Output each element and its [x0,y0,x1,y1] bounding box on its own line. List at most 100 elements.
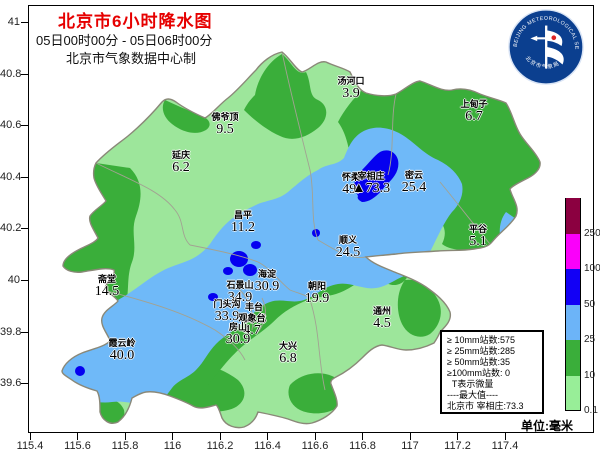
lon-tick-label: 115.6 [64,440,91,452]
rain-zone-50-100mm [75,150,399,376]
lat-tick-label: 39.6 [0,377,22,390]
station-value: 6.2 [172,160,190,175]
lon-tick-mark [504,433,506,440]
station-label-门头沟: 门头沟 33.9 [213,300,240,324]
lon-tick-mark [124,433,126,440]
station-label-斋堂: 斋堂 14.5 [95,275,120,299]
station-value: 6.7 [465,109,483,124]
lat-tick-mark [21,22,28,23]
station-name: 门头沟 [213,299,241,309]
station-name: 丰台 [244,302,263,312]
station-label-丰台: 丰台 30.3 [242,303,267,327]
logo-weathervane-icon [530,25,564,69]
colorbar-segment [565,304,581,340]
colorbar-level-label: 100 [584,263,600,274]
lat-tick-mark [21,280,28,281]
lat-tick-mark [21,383,28,385]
station-label-房山: 房山 30.9 [226,323,251,347]
lon-tick-mark [314,433,316,440]
station-name: 平谷 [468,224,488,234]
station-name: 房山 [228,322,247,332]
station-label-怀柔: 怀柔 49. [342,173,360,197]
station-value: 24.5 [335,245,361,260]
station-label-上甸子: 上甸子 6.7 [460,100,487,124]
lon-tick-mark [457,433,458,440]
lat-tick-mark [21,176,28,178]
beijing-municipal-boundary [61,51,541,429]
time-range-label: 05日00时00分 - 05日06时00分 [36,33,213,48]
station-value: 49. [342,182,360,197]
station-label-密云: 密云 25.4 [402,171,427,195]
station-label-佛爷顶: 佛爷顶 9.5 [211,113,238,137]
colorbar-level-label: 250 [584,227,600,239]
station-stats-box: ≥ 10mm站数:575 ≥ 25mm站数:285 ≥ 50mm站数:35 ≥100m… [440,330,544,414]
station-value: 3.9 [342,86,360,101]
station-label-顺义: 顺义 24.5 [336,236,361,260]
lon-tick-label: 116.8 [349,440,376,452]
station-name: 宰相庄 [357,171,385,181]
station-name: 通州 [372,306,392,316]
station-value: 30.3 [241,312,267,327]
lon-tick-label: 116.6 [301,440,329,452]
station-name: 顺义 [338,235,357,245]
stats-line: ≥ 25mm站数:285 [447,346,515,356]
station-label-霞云岭: 霞云岭 40.0 [108,339,135,363]
station-label-海淀: 海淀 30.9 [255,270,280,294]
station-label-通州: 通州 4.5 [373,307,391,331]
colorbar-level-label: 50 [584,298,596,310]
station-label-观象台: 观象台 4.7 [238,314,265,338]
lon-tick-label: 116.4 [254,440,281,452]
station-label-朝阳: 朝阳 19.9 [305,282,330,306]
lon-tick-label: 115.4 [16,440,44,452]
lon-tick-mark [77,433,78,440]
station-value: 30.9 [254,279,280,294]
station-value: 34.9 [227,290,253,305]
station-label-石景山: 石景山 34.9 [226,281,253,305]
stats-line: T表示微量 [447,379,494,389]
stats-line: ≥ 50mm站数:35 [447,357,510,367]
lon-tick-mark [172,433,173,440]
lon-tick-label: 116.2 [206,440,234,452]
station-name: 大兴 [278,341,298,351]
station-value: 19.9 [304,291,330,306]
lat-tick-mark [21,228,28,230]
lat-tick-label: 40.4 [0,170,22,183]
station-name: 延庆 [171,150,191,160]
station-value: 4.5 [373,316,391,331]
station-value: 33.9 [214,309,240,324]
stats-line: 北京市 宰相庄:73.3 [447,401,524,411]
station-value: 25.4 [401,180,427,195]
station-label-宰相庄: 宰相庄 ▲73.3 [352,172,390,196]
station-label-延庆: 延庆 6.2 [172,151,190,175]
colorbar-level-label: 10 [584,369,596,381]
colorbar-segment [565,198,581,234]
station-value: 4.7 [243,323,261,338]
station-value: ▲73.3 [351,181,391,196]
station-value: 14.5 [94,284,120,299]
unit-label: 单位:毫米 [521,419,573,433]
station-name: 石景山 [226,280,254,290]
station-name: 汤河口 [337,76,365,86]
lat-tick-label: 40.6 [0,119,22,132]
station-name: 怀柔 [341,172,361,182]
station-value: 5.1 [469,234,487,249]
colorbar-segment [565,375,581,411]
station-label-汤河口: 汤河口 3.9 [337,77,364,101]
colorbar-segment [565,269,581,305]
credit-label: 北京市气象数据中心制 [66,51,197,66]
colorbar-level-label: 25 [584,334,596,345]
lat-tick-mark [21,125,28,127]
station-value: 40.0 [109,348,135,363]
lat-tick-mark [21,331,28,333]
lon-tick-mark [29,433,31,440]
station-value: 30.9 [225,332,251,347]
lat-tick-mark [21,73,28,75]
lat-tick-label: 41 [7,16,20,28]
stats-line: ≥100mm站数: 0 [447,368,510,378]
station-name: 观象台 [238,313,266,323]
station-name: 昌平 [233,210,253,220]
station-name: 朝阳 [307,281,326,291]
lon-tick-mark [362,433,363,440]
